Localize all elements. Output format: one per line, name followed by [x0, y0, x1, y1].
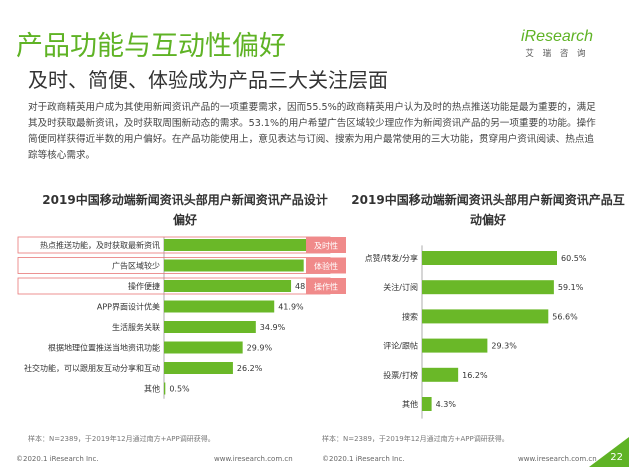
chart-1-bar: [422, 309, 549, 324]
footer-url-left: www.iresearch.com.cn: [214, 455, 293, 463]
chart-0-bar: [164, 341, 243, 354]
page-subtitle: 及时、简便、体验成为产品三大关注层面: [28, 68, 388, 92]
left-source-note: 样本：N=2389，于2019年12月通过南方+APP调研获得。: [28, 435, 215, 443]
page-corner-decoration: [589, 437, 629, 467]
chart-0-annotation-label: 体验性: [314, 261, 338, 271]
left-chart-title: 2019中国移动端新闻资讯头部用户新闻资讯产品设计偏好: [42, 193, 328, 227]
chart-0-value-label: 0.5%: [169, 385, 190, 394]
logo-cn-text: 艾 瑞 咨 询: [525, 49, 589, 59]
chart-1-value-label: 60.5%: [561, 254, 587, 263]
chart-1-value-label: 56.6%: [552, 312, 578, 321]
footer-copyright-left: ©2020.1 iResearch Inc.: [16, 455, 99, 463]
chart-0-category-label: APP界面设计优美: [97, 302, 160, 312]
chart-1-category-label: 搜索: [402, 311, 418, 321]
chart-0-annotation-label: 及时性: [314, 241, 338, 251]
chart-1-bar: [422, 367, 459, 382]
chart-0-bar: [164, 280, 292, 292]
chart-1-category-label: 其他: [402, 399, 418, 409]
right-chart-title: 2019中国移动端新闻资讯头部用户新闻资讯产品互动偏好: [351, 193, 625, 227]
chart-1-category-label: 关注/订阅: [383, 282, 418, 292]
chart-1-category-label: 评论/跟帖: [383, 341, 418, 351]
chart-0-category-label: 其他: [144, 384, 160, 394]
chart-0-bar: [164, 382, 166, 395]
chart-0-value-label: 29.9%: [247, 344, 273, 353]
page-title: 产品功能与互动性偏好: [16, 31, 286, 62]
footer-url-right: www.iresearch.com.cn: [518, 455, 597, 463]
summary-paragraph: 对于政商精英用户成为其使用新闻资讯产品的一项重要需求，因而55.5%的政商精英用…: [28, 102, 596, 161]
chart-1-value-label: 4.3%: [436, 400, 457, 409]
chart-0-bar: [164, 321, 256, 333]
chart-1-bar: [422, 251, 557, 265]
chart-1-bar: [422, 397, 432, 411]
chart-0-category-label: 热点推送功能，及时获取最新资讯: [40, 240, 160, 250]
chart-0-bar: [164, 362, 233, 374]
footer-copyright-right: ©2020.1 iResearch Inc.: [322, 455, 405, 463]
chart-1-bar: [422, 338, 488, 353]
chart-0-annotation-tag: [306, 257, 346, 274]
chart-0-category-label: 生活服务关联: [112, 322, 160, 332]
chart-1-bar: [422, 280, 554, 295]
logo-text: iResearch: [520, 28, 593, 45]
chart-0-category-label: 根据地理位置推送当地资讯功能: [48, 343, 160, 353]
chart-1-value-label: 59.1%: [558, 283, 584, 292]
chart-0-annotation-tag: [306, 278, 346, 294]
chart-0-bar: [164, 300, 275, 313]
chart-0-bar: [164, 239, 310, 251]
chart-0-category-label: 操作便捷: [128, 281, 160, 291]
chart-0-category-label: 社交功能，可以跟朋友互动分享和互动: [24, 363, 160, 373]
chart-0-annotation-label: 操作性: [314, 282, 338, 292]
chart-0-value-label: 34.9%: [260, 323, 286, 332]
chart-0-value-label: 26.2%: [237, 364, 263, 373]
right-source-note: 样本：N=2389，于2019年12月通过南方+APP调研获得。: [322, 435, 509, 443]
iresearch-logo: iResearch 艾 瑞 咨 询: [521, 28, 593, 59]
chart-0-bar: [164, 259, 304, 272]
chart-1-value-label: 16.2%: [462, 371, 488, 380]
chart-0-category-label: 广告区域较少: [112, 261, 160, 271]
chart-1-value-label: 29.3%: [491, 342, 517, 351]
page-number: 22: [610, 452, 623, 463]
chart-1-category-label: 投票/打榜: [383, 370, 418, 380]
chart-0-annotation-tag: [306, 237, 346, 253]
chart-0-value-label: 41.9%: [278, 303, 304, 312]
chart-1-category-label: 点赞/转发/分享: [365, 253, 418, 263]
